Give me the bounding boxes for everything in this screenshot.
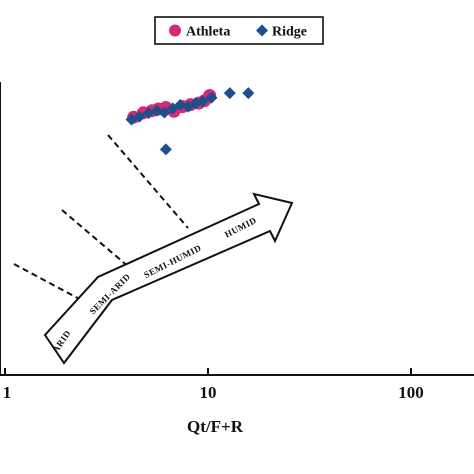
boundary-semihumid-humid bbox=[107, 134, 189, 229]
ridge-point bbox=[133, 110, 146, 123]
climate-boundaries bbox=[13, 134, 189, 303]
legend-athleta-marker bbox=[169, 24, 181, 37]
climate-arrow: ARID SEMI-ARID SEMI-HUMID HUMID bbox=[43, 192, 294, 365]
legend-frame bbox=[154, 16, 324, 45]
axes: 1 10 100 Qt/F+R bbox=[0, 82, 474, 436]
x-ticks: 1 10 100 bbox=[3, 368, 424, 402]
ridge-point bbox=[205, 91, 218, 104]
boundary-semiarid-semihumid bbox=[61, 209, 131, 269]
ridge-point bbox=[158, 106, 171, 119]
ridge-point bbox=[196, 95, 209, 108]
ridge-point bbox=[174, 98, 187, 111]
boundary-arid-semiarid bbox=[13, 263, 86, 303]
x-tick-label: 1 bbox=[3, 383, 12, 402]
ridge-point bbox=[159, 143, 172, 156]
ridge-point bbox=[242, 87, 255, 100]
x-tick-label: 100 bbox=[398, 383, 424, 402]
x-tick-label: 10 bbox=[200, 383, 217, 402]
climate-arrow-shape bbox=[43, 192, 294, 365]
legend-ridge-marker bbox=[256, 24, 268, 37]
data-points bbox=[125, 87, 255, 156]
legend-athleta-label: Athleta bbox=[186, 25, 230, 40]
ridge-point bbox=[223, 87, 236, 100]
legend: Athleta Ridge bbox=[154, 16, 324, 45]
x-axis-title: Qt/F+R bbox=[187, 417, 244, 436]
legend-ridge-label: Ridge bbox=[272, 25, 307, 40]
